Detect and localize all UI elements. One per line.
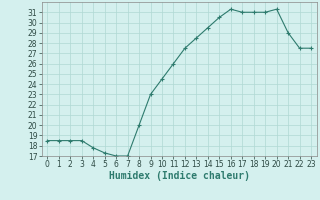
X-axis label: Humidex (Indice chaleur): Humidex (Indice chaleur) (109, 171, 250, 181)
